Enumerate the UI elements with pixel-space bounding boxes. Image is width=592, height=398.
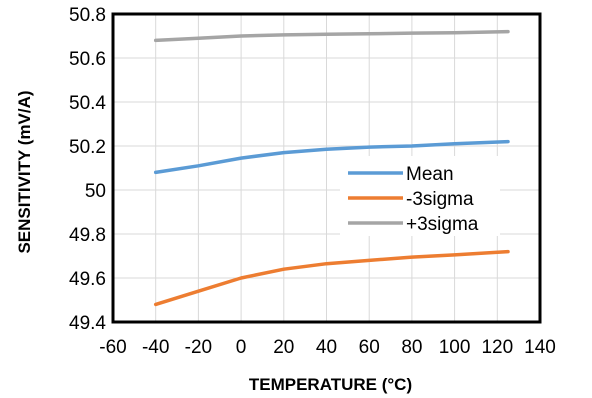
y-tick-label: 50.6 xyxy=(69,49,106,70)
x-tick-label: -40 xyxy=(142,337,169,358)
series-line-3sigma xyxy=(153,29,510,43)
series-line-3sigma xyxy=(153,249,510,307)
y-tick-label: 50.4 xyxy=(69,93,106,114)
x-tick-label: 60 xyxy=(359,337,380,358)
legend-label: +3sigma xyxy=(406,214,479,235)
plot-area-frame xyxy=(111,12,542,324)
y-tick-label: 49.8 xyxy=(69,225,106,246)
legend-label: -3sigma xyxy=(406,189,474,210)
x-axis-tick-labels: -60 -40 -20 0 20 40 60 80 100 120 140 xyxy=(99,337,556,358)
y-axis-tick-labels: 49.4 49.6 49.8 50 50.2 50.4 50.6 50.8 xyxy=(69,5,106,334)
x-tick-label: 20 xyxy=(273,337,294,358)
y-axis-title: SENSITIVITY (mV/A) xyxy=(15,90,34,253)
x-tick-label: -20 xyxy=(185,337,212,358)
y-tick-label: 50.2 xyxy=(69,137,106,158)
x-tick-label: -60 xyxy=(99,337,126,358)
x-tick-label: 40 xyxy=(316,337,337,358)
x-tick-label: 100 xyxy=(439,337,471,358)
legend: Mean -3sigma +3sigma xyxy=(340,156,500,236)
y-tick-label: 50 xyxy=(85,181,106,202)
x-tick-label: 120 xyxy=(481,337,513,358)
x-tick-label: 80 xyxy=(401,337,422,358)
y-tick-label: 50.8 xyxy=(69,5,106,26)
x-tick-label: 140 xyxy=(524,337,556,358)
y-tick-label: 49.4 xyxy=(69,313,106,334)
x-axis-title: TEMPERATURE (°C) xyxy=(249,375,412,394)
x-tick-label: 0 xyxy=(236,337,247,358)
data-series xyxy=(153,29,510,307)
series-line-mean xyxy=(153,139,510,175)
y-tick-label: 49.6 xyxy=(69,269,106,290)
legend-label: Mean xyxy=(406,164,454,185)
